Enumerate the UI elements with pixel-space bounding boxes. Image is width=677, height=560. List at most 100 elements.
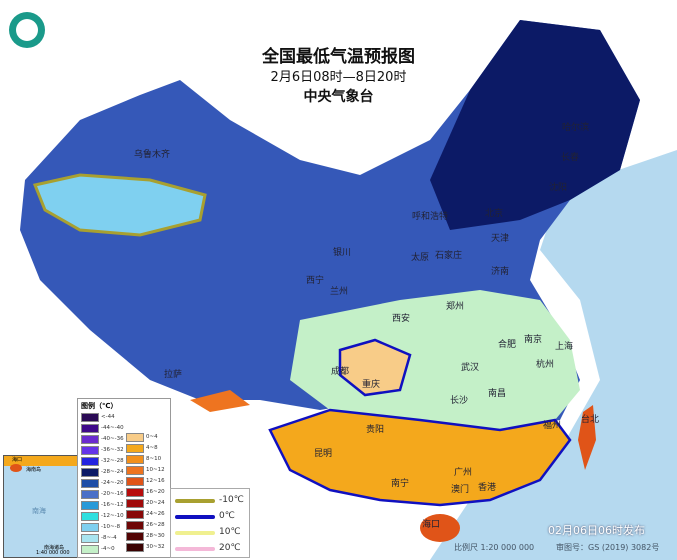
city-label: 贵阳 — [366, 425, 385, 435]
city-label: 哈尔滨 — [562, 123, 590, 133]
city-label: 昆明 — [314, 449, 333, 459]
legend-swatch — [126, 488, 144, 497]
legend-swatch — [126, 433, 144, 442]
sichuan-basin — [338, 338, 412, 397]
legend-label: -28~-24 — [101, 469, 124, 475]
city-label: 拉萨 — [164, 370, 183, 380]
inset-scale: 1:40 000 000 — [36, 550, 70, 556]
legend-swatch — [81, 523, 99, 532]
legend-swatch — [126, 499, 144, 508]
city-label: 澳门 — [451, 485, 470, 495]
legend-label: -16~-12 — [101, 502, 124, 508]
taiwan — [578, 405, 596, 470]
isoline-legend: -10℃ 0℃ 10℃ 20℃ — [170, 488, 250, 558]
south-warm — [268, 408, 572, 507]
legend-label: 26~28 — [146, 522, 165, 528]
inset-hainan: 海南岛 — [26, 467, 42, 473]
legend-swatch — [126, 455, 144, 464]
legend-label: -32~-28 — [101, 458, 124, 464]
legend-swatch — [81, 479, 99, 488]
legend-label: -20~-16 — [101, 491, 124, 497]
tibet-south — [190, 390, 250, 412]
legend-label: 16~20 — [146, 489, 165, 495]
legend-swatch — [81, 435, 99, 444]
city-label: 北京 — [485, 209, 504, 219]
legend-label: 8~10 — [146, 456, 162, 462]
legend-title: 图例（℃） — [81, 402, 118, 410]
city-label: 沈阳 — [549, 183, 568, 193]
legend-swatch — [81, 424, 99, 433]
isoline-swatch — [175, 547, 215, 551]
legend-swatch — [126, 444, 144, 453]
city-label: 呼和浩特 — [412, 212, 449, 222]
sea — [430, 150, 677, 560]
forecast-period: 2月6日08时—8日20时 — [270, 70, 407, 85]
city-label: 天津 — [491, 234, 510, 244]
city-label: 南宁 — [391, 479, 410, 489]
south-china-sea-inset: 海口 海南岛 南海 南海诸岛 1:40 000 000 — [3, 455, 78, 558]
city-label: 杭州 — [536, 360, 555, 370]
legend-swatch — [126, 521, 144, 530]
isoline-label: 10℃ — [219, 527, 241, 537]
legend-swatch — [126, 532, 144, 541]
city-label: 重庆 — [362, 380, 381, 390]
legend-label: 20~24 — [146, 500, 165, 506]
legend-swatch — [81, 468, 99, 477]
approval-number: 审图号：GS (2019) 3082号 — [556, 543, 660, 552]
city-label: 太原 — [411, 253, 430, 263]
city-label: 台北 — [581, 415, 600, 425]
inset-sea: 南海 — [32, 507, 46, 515]
legend-label: -24~-20 — [101, 480, 124, 486]
color-legend: 图例（℃） <-44 -44~-40 -40~-36 -36~-32 -32~-28 -2… — [77, 398, 171, 558]
city-label: 海口 — [422, 520, 441, 530]
issuer: 中央气象台 — [303, 89, 374, 105]
city-label: 南昌 — [488, 389, 507, 399]
isoline-swatch — [175, 499, 215, 503]
inset-haikou: 海口 — [12, 457, 23, 463]
city-label: 武汉 — [461, 363, 480, 373]
city-label: 兰州 — [330, 287, 349, 297]
legend-swatch — [126, 466, 144, 475]
legend-label: -10~-8 — [101, 524, 121, 530]
city-label: 西安 — [392, 314, 411, 324]
city-label: 石家庄 — [435, 251, 463, 261]
city-label: 成都 — [331, 367, 350, 377]
legend-swatch — [81, 446, 99, 455]
legend-swatch — [81, 490, 99, 499]
tarim-basin — [32, 173, 207, 237]
hainan — [420, 514, 460, 542]
issued-time: 02月06日06时发布 — [548, 524, 645, 537]
legend-swatch — [126, 510, 144, 519]
scale-text: 比例尺 1:20 000 000 — [454, 543, 535, 552]
city-label: 西宁 — [306, 276, 325, 286]
east-mild — [290, 290, 580, 430]
legend-swatch — [81, 501, 99, 510]
isoline-swatch — [175, 531, 215, 535]
isoline-label: -10℃ — [219, 495, 244, 505]
legend-label: -44~-40 — [101, 425, 124, 431]
legend-label: -12~-10 — [101, 513, 124, 519]
city-label: 长沙 — [450, 396, 469, 406]
legend-swatch — [81, 457, 99, 466]
city-label: 南京 — [524, 335, 543, 345]
legend-label: -40~-36 — [101, 436, 124, 442]
legend-label: 28~30 — [146, 533, 165, 539]
isoline-swatch — [175, 515, 215, 519]
isoline-label: 0℃ — [219, 511, 235, 521]
legend-label: -36~-32 — [101, 447, 124, 453]
legend-label: -8~-4 — [101, 535, 117, 541]
city-label: 郑州 — [446, 302, 465, 312]
legend-label: <-44 — [101, 414, 115, 420]
map-title: 全国最低气温预报图 — [262, 47, 415, 67]
city-label: 上海 — [555, 342, 574, 352]
inset-title: 南海诸岛 — [44, 545, 65, 551]
city-label: 银川 — [333, 248, 352, 258]
city-label: 合肥 — [498, 340, 517, 350]
city-label: 福州 — [543, 421, 562, 431]
legend-label: 10~12 — [146, 467, 165, 473]
legend-swatch — [81, 545, 99, 554]
legend-label: 12~16 — [146, 478, 165, 484]
city-label: 乌鲁木齐 — [134, 150, 171, 160]
